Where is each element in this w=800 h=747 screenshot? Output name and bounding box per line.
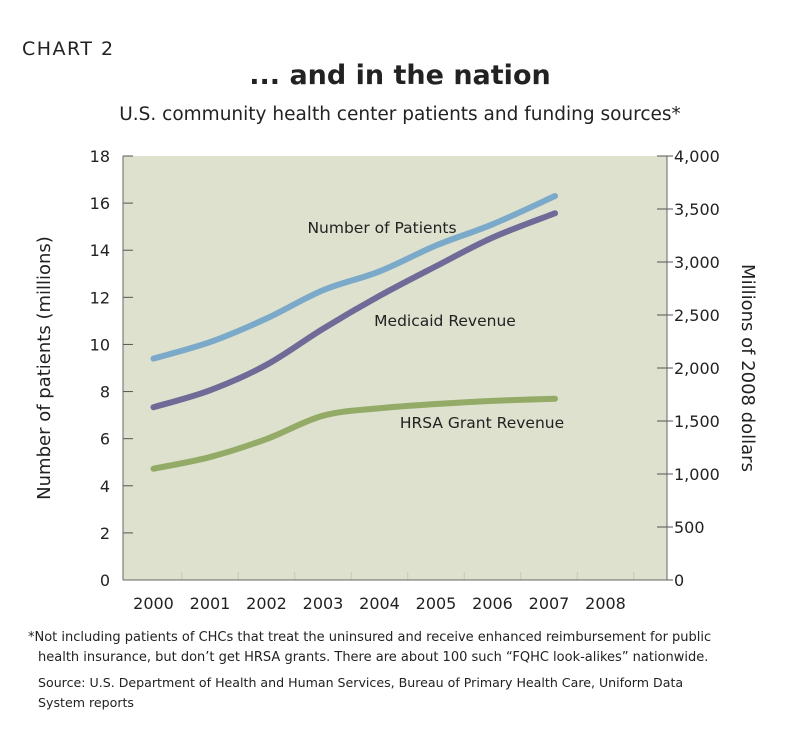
right-y-axis-title: Millions of 2008 dollars <box>737 264 758 472</box>
series-label-number-of-patients: Number of Patients <box>307 219 456 237</box>
right-y-tick-label: 2,500 <box>674 306 720 325</box>
footnote: *Not including patients of CHCs that tre… <box>28 628 780 668</box>
x-tick-label: 2002 <box>246 594 287 613</box>
right-y-tick-label: 4,000 <box>674 147 720 166</box>
left-y-tick-label: 14 <box>90 241 110 260</box>
x-tick-label: 2001 <box>190 594 231 613</box>
x-tick-label: 2005 <box>416 594 457 613</box>
left-y-tick-label: 6 <box>100 430 110 449</box>
x-tick-label: 2003 <box>303 594 344 613</box>
right-y-tick-label: 3,500 <box>674 200 720 219</box>
series-label-medicaid-revenue: Medicaid Revenue <box>374 312 516 330</box>
right-y-tick-label: 1,000 <box>674 465 720 484</box>
left-y-tick-label: 12 <box>90 288 110 307</box>
series-line-hrsa-grant-revenue <box>150 395 558 472</box>
source-line-2: System reports <box>38 695 134 710</box>
left-y-tick-label: 0 <box>100 571 110 590</box>
line-chart: 0 2 4 6 8 10 12 14 16 18 0 500 1,000 1,500 2,000 2,500 3… <box>34 147 758 613</box>
left-y-tick-label: 16 <box>90 194 110 213</box>
left-y-tick-label: 8 <box>100 383 110 402</box>
right-y-tick-label: 1,500 <box>674 412 720 431</box>
left-y-tick-label: 4 <box>100 477 110 496</box>
chart-subtitle: U.S. community health center patients an… <box>119 104 681 125</box>
x-tick-label: 2006 <box>472 594 513 613</box>
left-y-axis-title: Number of patients (millions) <box>34 236 55 500</box>
chart-title: ... and in the nation <box>249 60 551 91</box>
right-y-tick-label: 500 <box>674 518 705 537</box>
chart-kicker: CHART 2 <box>22 38 115 60</box>
series-line-number-of-patients <box>150 193 558 362</box>
series-line-medicaid-revenue <box>150 210 558 411</box>
right-y-tick-label: 3,000 <box>674 253 720 272</box>
x-tick-label: 2008 <box>585 594 626 613</box>
x-tick-label: 2004 <box>359 594 400 613</box>
left-y-tick-label: 10 <box>90 335 110 354</box>
plot-area <box>123 156 667 580</box>
right-y-tick-label: 2,000 <box>674 359 720 378</box>
x-tick-label: 2007 <box>529 594 570 613</box>
source-line-1: Source: U.S. Department of Health and Hu… <box>38 675 684 690</box>
x-tick-label: 2000 <box>133 594 174 613</box>
series-label-hrsa-grant-revenue: HRSA Grant Revenue <box>400 414 564 432</box>
left-y-tick-label: 18 <box>90 147 110 166</box>
footnote-line-2: health insurance, but don’t get HRSA gra… <box>38 650 709 665</box>
right-y-tick-label: 0 <box>674 571 684 590</box>
left-y-tick-label: 2 <box>100 524 110 543</box>
footnote-line-1: *Not including patients of CHCs that tre… <box>28 630 712 645</box>
source-note: Source: U.S. Department of Health and Hu… <box>38 673 780 713</box>
